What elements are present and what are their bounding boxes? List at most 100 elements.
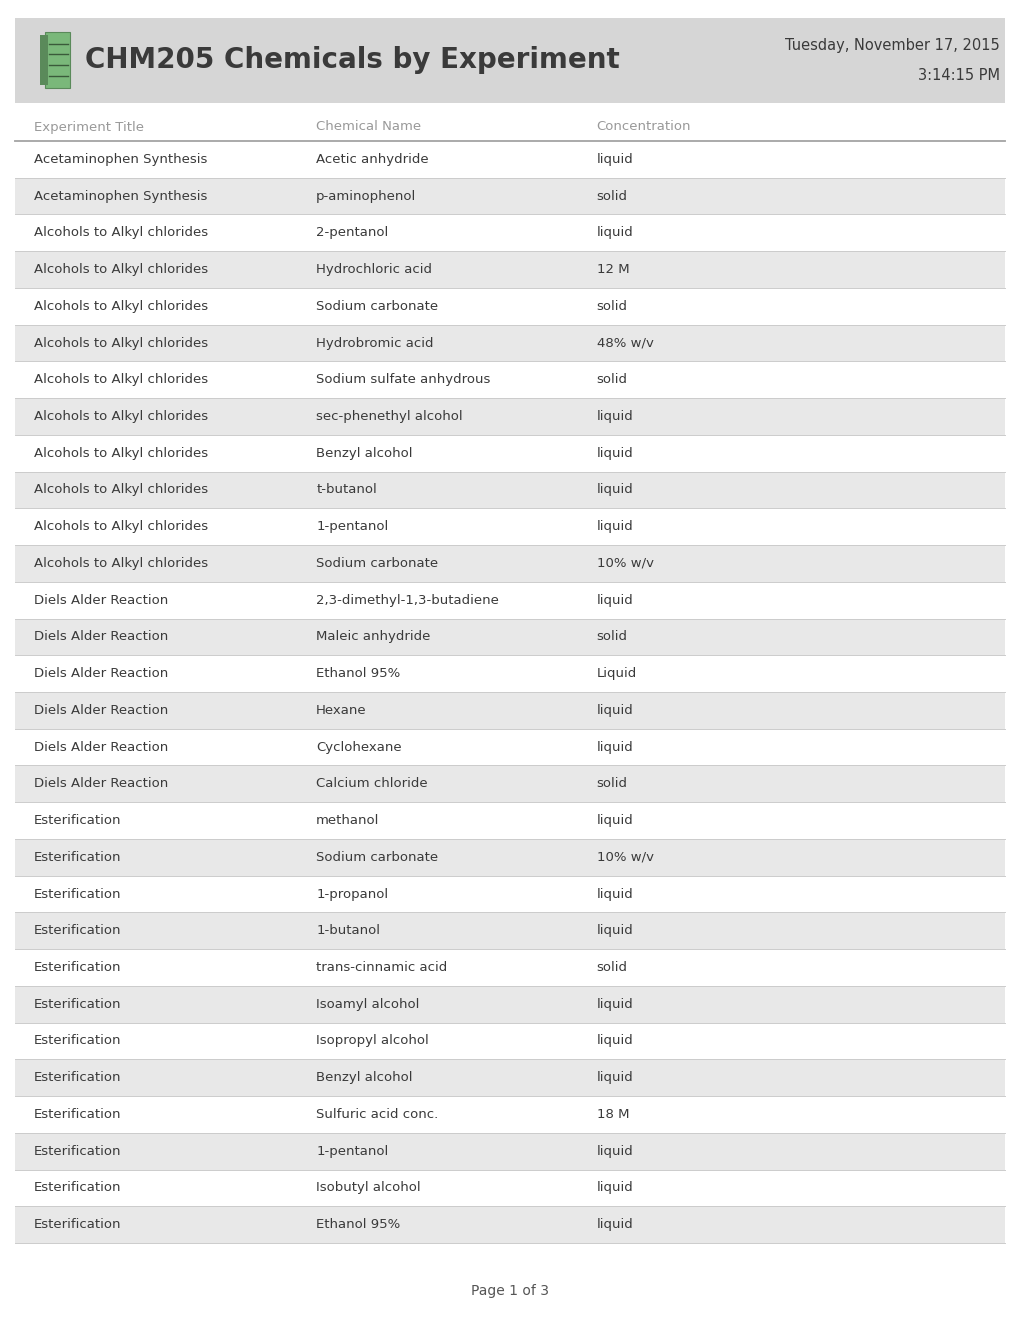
Bar xyxy=(15,619,1004,655)
Text: Alcohols to Alkyl chlorides: Alcohols to Alkyl chlorides xyxy=(34,446,208,459)
Bar xyxy=(45,32,70,88)
Text: Liquid: Liquid xyxy=(596,667,636,680)
Text: Hydrochloric acid: Hydrochloric acid xyxy=(316,263,432,276)
Text: Benzyl alcohol: Benzyl alcohol xyxy=(316,1072,413,1084)
Bar xyxy=(15,986,1004,1023)
Text: 10% w/v: 10% w/v xyxy=(596,557,653,570)
Text: 12 M: 12 M xyxy=(596,263,629,276)
Text: 1-propanol: 1-propanol xyxy=(316,887,388,900)
Text: Calcium chloride: Calcium chloride xyxy=(316,777,427,791)
Text: solid: solid xyxy=(596,374,627,387)
Text: CHM205 Chemicals by Experiment: CHM205 Chemicals by Experiment xyxy=(85,46,620,74)
Bar xyxy=(15,840,1004,875)
Text: trans-cinnamic acid: trans-cinnamic acid xyxy=(316,961,447,974)
Bar xyxy=(15,362,1004,399)
Text: liquid: liquid xyxy=(596,1218,633,1232)
Text: liquid: liquid xyxy=(596,1072,633,1084)
Text: Esterification: Esterification xyxy=(34,1144,121,1158)
Text: Sodium carbonate: Sodium carbonate xyxy=(316,851,438,863)
Bar xyxy=(15,692,1004,729)
Bar xyxy=(15,178,1004,214)
Bar xyxy=(15,399,1004,434)
Text: Alcohols to Alkyl chlorides: Alcohols to Alkyl chlorides xyxy=(34,226,208,239)
Text: liquid: liquid xyxy=(596,887,633,900)
Text: Isobutyl alcohol: Isobutyl alcohol xyxy=(316,1181,421,1195)
Text: Acetaminophen Synthesis: Acetaminophen Synthesis xyxy=(34,153,207,166)
Text: methanol: methanol xyxy=(316,814,379,828)
Bar xyxy=(15,1133,1004,1170)
Text: Esterification: Esterification xyxy=(34,1035,121,1048)
Text: liquid: liquid xyxy=(596,594,633,607)
Bar xyxy=(15,325,1004,362)
Text: liquid: liquid xyxy=(596,1144,633,1158)
Text: Esterification: Esterification xyxy=(34,814,121,828)
Text: Esterification: Esterification xyxy=(34,924,121,937)
Text: Diels Alder Reaction: Diels Alder Reaction xyxy=(34,667,168,680)
Text: 1-butanol: 1-butanol xyxy=(316,924,380,937)
Bar xyxy=(15,912,1004,949)
Text: 2-pentanol: 2-pentanol xyxy=(316,226,388,239)
Text: Maleic anhydride: Maleic anhydride xyxy=(316,631,430,643)
Text: liquid: liquid xyxy=(596,1181,633,1195)
Text: 10% w/v: 10% w/v xyxy=(596,851,653,863)
Text: liquid: liquid xyxy=(596,704,633,717)
Text: p-aminophenol: p-aminophenol xyxy=(316,190,416,202)
Text: Alcohols to Alkyl chlorides: Alcohols to Alkyl chlorides xyxy=(34,411,208,422)
Text: Hexane: Hexane xyxy=(316,704,367,717)
Text: Esterification: Esterification xyxy=(34,1181,121,1195)
Text: liquid: liquid xyxy=(596,924,633,937)
Bar xyxy=(40,36,48,84)
Text: sec-phenethyl alcohol: sec-phenethyl alcohol xyxy=(316,411,463,422)
Bar xyxy=(15,214,1004,251)
Text: 1-pentanol: 1-pentanol xyxy=(316,1144,388,1158)
Text: Alcohols to Alkyl chlorides: Alcohols to Alkyl chlorides xyxy=(34,300,208,313)
Bar xyxy=(15,1170,1004,1206)
Text: Alcohols to Alkyl chlorides: Alcohols to Alkyl chlorides xyxy=(34,263,208,276)
Text: Concentration: Concentration xyxy=(596,120,691,133)
Text: Sulfuric acid conc.: Sulfuric acid conc. xyxy=(316,1107,438,1121)
Bar xyxy=(15,471,1004,508)
Text: liquid: liquid xyxy=(596,1035,633,1048)
Text: 1-pentanol: 1-pentanol xyxy=(316,520,388,533)
Bar xyxy=(15,766,1004,803)
Text: Sodium sulfate anhydrous: Sodium sulfate anhydrous xyxy=(316,374,490,387)
Text: Diels Alder Reaction: Diels Alder Reaction xyxy=(34,741,168,754)
Bar xyxy=(15,803,1004,840)
Text: solid: solid xyxy=(596,190,627,202)
Bar xyxy=(15,1023,1004,1060)
Text: Isopropyl alcohol: Isopropyl alcohol xyxy=(316,1035,429,1048)
Text: Acetaminophen Synthesis: Acetaminophen Synthesis xyxy=(34,190,207,202)
Bar xyxy=(15,288,1004,325)
Text: liquid: liquid xyxy=(596,483,633,496)
Bar xyxy=(15,582,1004,619)
Text: Esterification: Esterification xyxy=(34,851,121,863)
Text: liquid: liquid xyxy=(596,411,633,422)
Text: Sodium carbonate: Sodium carbonate xyxy=(316,557,438,570)
Text: liquid: liquid xyxy=(596,153,633,166)
Text: Tuesday, November 17, 2015: Tuesday, November 17, 2015 xyxy=(785,38,999,53)
Text: Alcohols to Alkyl chlorides: Alcohols to Alkyl chlorides xyxy=(34,557,208,570)
Text: Esterification: Esterification xyxy=(34,1072,121,1084)
Text: Alcohols to Alkyl chlorides: Alcohols to Alkyl chlorides xyxy=(34,337,208,350)
Text: 3:14:15 PM: 3:14:15 PM xyxy=(917,69,999,83)
Text: Chemical Name: Chemical Name xyxy=(316,120,421,133)
Text: 48% w/v: 48% w/v xyxy=(596,337,653,350)
Bar xyxy=(15,729,1004,766)
Text: Experiment Title: Experiment Title xyxy=(34,120,144,133)
Bar xyxy=(15,434,1004,471)
Text: liquid: liquid xyxy=(596,226,633,239)
Text: solid: solid xyxy=(596,300,627,313)
Text: Diels Alder Reaction: Diels Alder Reaction xyxy=(34,777,168,791)
Text: Benzyl alcohol: Benzyl alcohol xyxy=(316,446,413,459)
Text: Esterification: Esterification xyxy=(34,1107,121,1121)
Bar xyxy=(15,18,1004,103)
Text: liquid: liquid xyxy=(596,520,633,533)
Bar xyxy=(15,141,1004,178)
Bar xyxy=(15,875,1004,912)
Text: liquid: liquid xyxy=(596,998,633,1011)
Text: solid: solid xyxy=(596,961,627,974)
Bar xyxy=(15,251,1004,288)
Bar xyxy=(15,949,1004,986)
Bar xyxy=(15,1060,1004,1096)
Text: Alcohols to Alkyl chlorides: Alcohols to Alkyl chlorides xyxy=(34,520,208,533)
